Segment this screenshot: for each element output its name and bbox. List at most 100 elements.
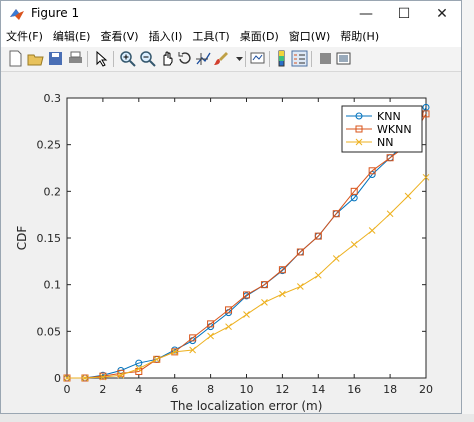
- x-tick-label: 18: [383, 383, 397, 396]
- x-tick-label: 6: [171, 383, 178, 396]
- menu-window[interactable]: 窗口(W): [288, 30, 331, 43]
- data-point-nn: [63, 374, 71, 382]
- data-point-nn: [81, 374, 89, 382]
- hide-plot-tools-icon[interactable]: [317, 50, 334, 67]
- data-point-wknn: [243, 291, 250, 299]
- data-point-nn: [243, 311, 250, 318]
- y-tick-label: 0.1: [44, 279, 62, 292]
- x-tick-label: 10: [240, 383, 254, 396]
- link-plot-icon[interactable]: [249, 50, 266, 67]
- close-button[interactable]: ✕: [436, 6, 448, 22]
- rotate-3d-icon[interactable]: [177, 50, 194, 67]
- colorbar-icon[interactable]: [273, 50, 290, 67]
- y-tick-label: 0.05: [37, 325, 62, 338]
- matlab-logo-icon: [10, 9, 24, 20]
- data-point-nn: [225, 323, 232, 331]
- figure-canvas: 0 2 4 6 8 10 12 14 16 18 20 0 0.05 0.1 0.15 0.2 0.25 0.3 T…: [2, 72, 460, 413]
- x-tick-label: 4: [135, 383, 142, 396]
- data-point-nn: [117, 371, 125, 379]
- x-tick-label: 14: [311, 383, 325, 396]
- x-tick-label: 16: [347, 383, 361, 396]
- legend-marker-knn: [355, 112, 363, 120]
- legend-label-nn: NN: [377, 136, 393, 149]
- series-line-knn: [67, 107, 427, 379]
- data-point-wknn: [314, 232, 322, 240]
- pan-hand-icon[interactable]: [159, 50, 176, 67]
- menu-file[interactable]: 文件(F): [6, 30, 43, 43]
- minimize-button[interactable]: —: [359, 6, 373, 22]
- data-point-wknn: [368, 167, 376, 175]
- x-axis-label: The localization error (m): [170, 399, 323, 413]
- background-app-area: [462, 0, 474, 422]
- y-tick-label: 0.15: [37, 232, 62, 245]
- data-point-nn: [422, 173, 430, 181]
- data-point-nn: [279, 290, 286, 298]
- cdf-chart: 0 2 4 6 8 10 12 14 16 18 20 0 0.05 0.1 0.15 0.2 0.25 0.3 T…: [2, 72, 460, 413]
- data-point-wknn: [386, 154, 394, 162]
- data-point-wknn: [260, 281, 268, 289]
- menu-tools[interactable]: 工具(T): [192, 30, 230, 43]
- toolbar-separator: [87, 51, 88, 67]
- figure-window: Figure 1 — ☐ ✕ 文件(F) 编辑(E) 查看(V) 插入(I) 工…: [0, 0, 462, 414]
- data-point-nn: [296, 283, 304, 290]
- x-tick-label: 0: [64, 383, 71, 396]
- legend-icon[interactable]: [291, 50, 308, 67]
- data-point-wknn: [278, 266, 286, 274]
- data-point-nn: [404, 192, 412, 200]
- figure-toolbar: [1, 47, 461, 72]
- y-tick-label: 0: [54, 372, 61, 385]
- data-point-wknn: [332, 210, 340, 218]
- data-point-wknn: [117, 369, 125, 377]
- data-point-knn: [422, 103, 430, 111]
- save-icon[interactable]: [47, 50, 64, 67]
- data-point-wknn: [207, 320, 215, 328]
- data-point-knn: [350, 194, 358, 202]
- toolbar-separator: [113, 51, 114, 67]
- menu-bar: 文件(F) 编辑(E) 查看(V) 插入(I) 工具(T) 桌面(D) 窗口(W…: [1, 27, 461, 47]
- x-tick-label: 12: [275, 383, 289, 396]
- data-point-nn: [171, 348, 179, 356]
- brush-icon[interactable]: [213, 50, 230, 67]
- menu-edit[interactable]: 编辑(E): [52, 30, 91, 43]
- toolbar-separator: [245, 51, 246, 67]
- zoom-out-icon[interactable]: [139, 50, 156, 67]
- title-bar: Figure 1 — ☐ ✕: [1, 1, 461, 27]
- open-file-icon[interactable]: [27, 50, 44, 67]
- brush-dropdown-icon[interactable]: [231, 50, 248, 67]
- data-cursor-icon[interactable]: [195, 50, 212, 67]
- data-point-wknn: [350, 187, 358, 195]
- toolbar-separator: [269, 51, 270, 67]
- legend-label-knn: KNN: [377, 110, 401, 123]
- data-point-nn: [207, 332, 214, 340]
- menu-insert[interactable]: 插入(I): [148, 30, 183, 43]
- menu-help[interactable]: 帮助(H): [340, 30, 380, 43]
- data-point-nn: [153, 355, 161, 363]
- new-figure-icon[interactable]: [7, 50, 24, 67]
- print-icon[interactable]: [67, 50, 84, 67]
- data-point-nn: [368, 227, 376, 234]
- data-point-nn: [99, 373, 107, 381]
- data-point-nn: [135, 365, 143, 373]
- zoom-in-icon[interactable]: [119, 50, 136, 67]
- toolbar-separator: [311, 51, 312, 67]
- y-axis-label: CDF: [15, 226, 29, 251]
- menu-desktop[interactable]: 桌面(D): [239, 30, 279, 43]
- y-tick-label: 0.3: [44, 92, 62, 105]
- window-title: Figure 1: [31, 6, 80, 20]
- data-point-nn: [332, 255, 340, 262]
- select-arrow-icon[interactable]: [93, 50, 110, 67]
- x-tick-label: 8: [207, 383, 214, 396]
- x-tick-label: 2: [99, 383, 106, 396]
- data-point-wknn: [225, 306, 233, 314]
- legend-marker-wknn: [355, 125, 363, 133]
- data-point-knn: [135, 359, 143, 367]
- show-plot-tools-icon[interactable]: [335, 50, 352, 67]
- data-point-wknn: [189, 334, 197, 342]
- menu-view[interactable]: 查看(V): [100, 30, 139, 43]
- legend-marker-nn: [355, 138, 363, 146]
- data-point-nn: [314, 271, 322, 279]
- maximize-button[interactable]: ☐: [397, 6, 411, 22]
- y-tick-label: 0.2: [44, 185, 62, 198]
- data-point-nn: [189, 346, 197, 354]
- data-point-nn: [350, 241, 358, 248]
